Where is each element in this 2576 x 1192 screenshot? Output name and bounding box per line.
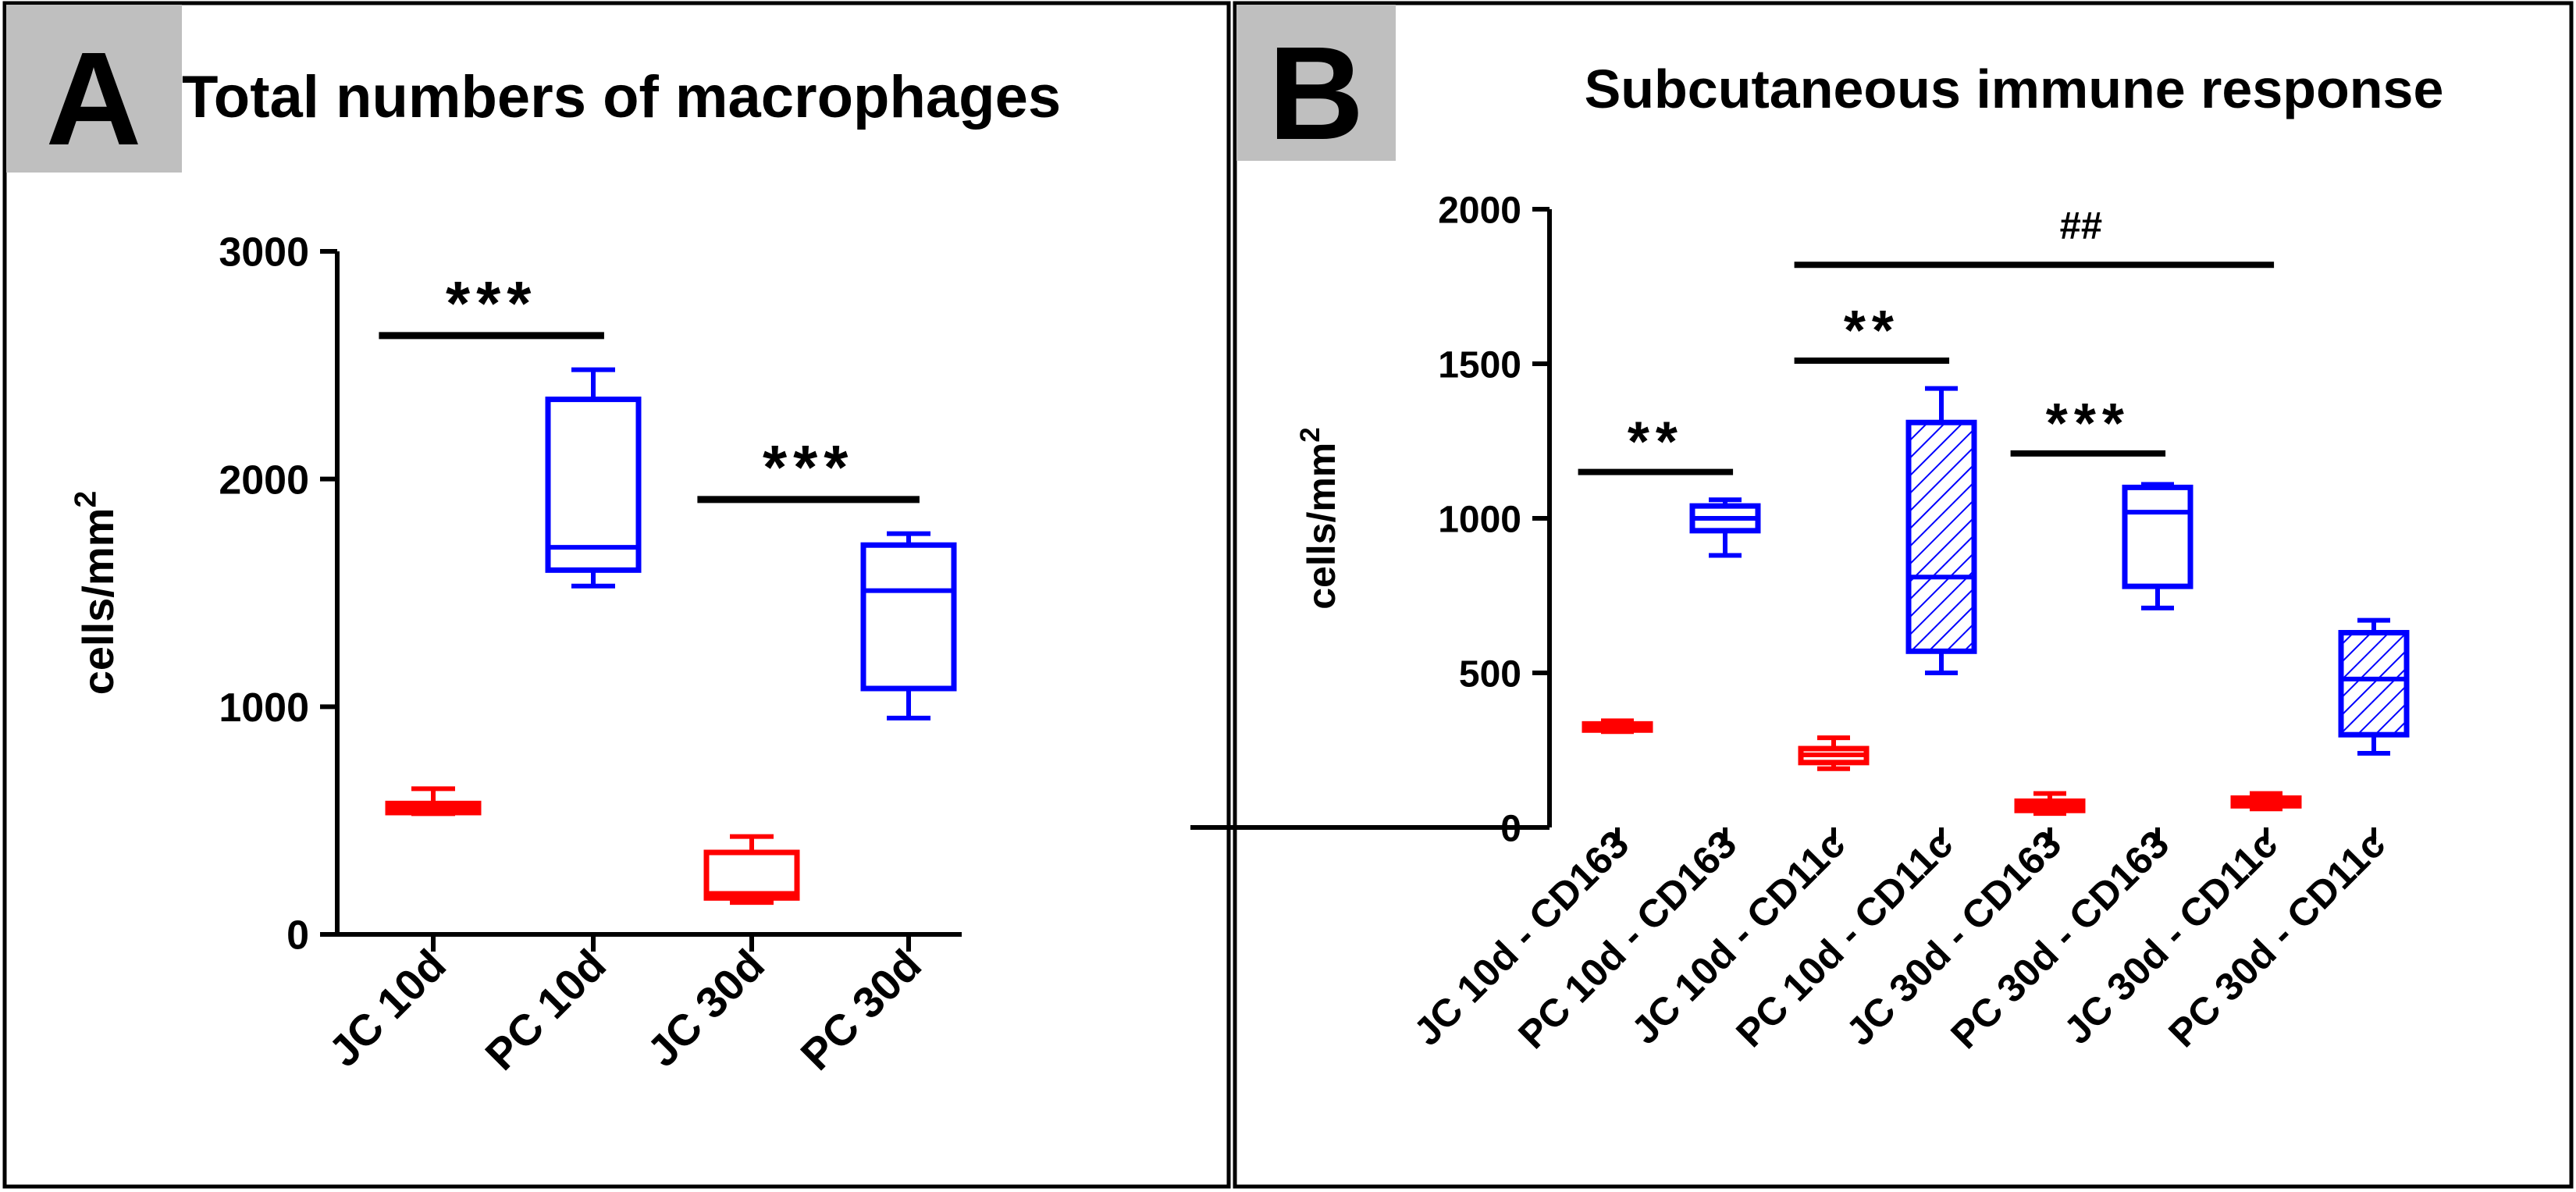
y-tick-label: 0	[286, 913, 309, 959]
significance-label: ***	[446, 269, 537, 338]
panel-a-title: Total numbers of macrophages	[182, 64, 1061, 130]
box-7	[2230, 791, 2302, 812]
panel-b-letter: B	[1268, 20, 1364, 168]
iqr-box	[545, 397, 642, 573]
box-6	[2122, 482, 2194, 610]
y-axis-title: cells/mm2	[69, 491, 123, 696]
iqr-box	[2338, 630, 2410, 738]
box-3	[703, 834, 800, 906]
panel-a-frame	[2, 1, 1231, 1189]
y-tick-label: 2000	[219, 457, 309, 503]
panel-a-letter: A	[46, 25, 142, 173]
y-tick-label: 2000	[1438, 190, 1521, 231]
y-tick-label: 1500	[1438, 344, 1521, 386]
y-axis-title-text: cells/mm	[1300, 443, 1343, 610]
significance-label: **	[1628, 411, 1684, 474]
panel-a: A Total numbers of macrophages 0 1000 2000…	[2, 1, 1231, 1189]
y-tick-label: 3000	[219, 230, 309, 276]
iqr-box	[2122, 484, 2194, 589]
panel-b-frame	[1233, 1, 2574, 1189]
significance-label: ***	[763, 432, 854, 502]
box-1	[385, 786, 482, 817]
box-4	[860, 531, 957, 721]
panel-b: B Subcutaneous immune response 0 500 1000 1…	[1190, 1, 2574, 1189]
y-tick-label: 500	[1459, 653, 1521, 695]
y-axis-title-superscript: 2	[69, 491, 103, 508]
box-4	[1905, 386, 1977, 675]
significance-label: ##	[2060, 205, 2102, 247]
box-2	[1689, 497, 1761, 558]
box-3	[1798, 735, 1870, 771]
box-2	[545, 367, 642, 589]
panel-b-title: Subcutaneous immune response	[1585, 59, 2444, 119]
y-axis-title: cells/mm2	[1295, 427, 1343, 609]
y-axis-title-superscript: 2	[1295, 427, 1325, 442]
panel-a-letter-box	[6, 5, 182, 173]
box-8	[2338, 617, 2410, 756]
panel-b-letter-box	[1236, 5, 1396, 161]
y-tick-label: 0	[1500, 808, 1521, 849]
iqr-box	[1905, 419, 1977, 654]
y-tick-label: 1000	[219, 685, 309, 731]
y-axis-title-text: cells/mm	[73, 508, 123, 696]
iqr-box	[703, 849, 800, 901]
iqr-box	[860, 542, 957, 692]
box-5	[2014, 791, 2086, 817]
significance-label: **	[1844, 300, 1900, 362]
significance-label: ***	[2046, 393, 2130, 455]
box-1	[1582, 718, 1653, 735]
y-tick-label: 1000	[1438, 499, 1521, 540]
